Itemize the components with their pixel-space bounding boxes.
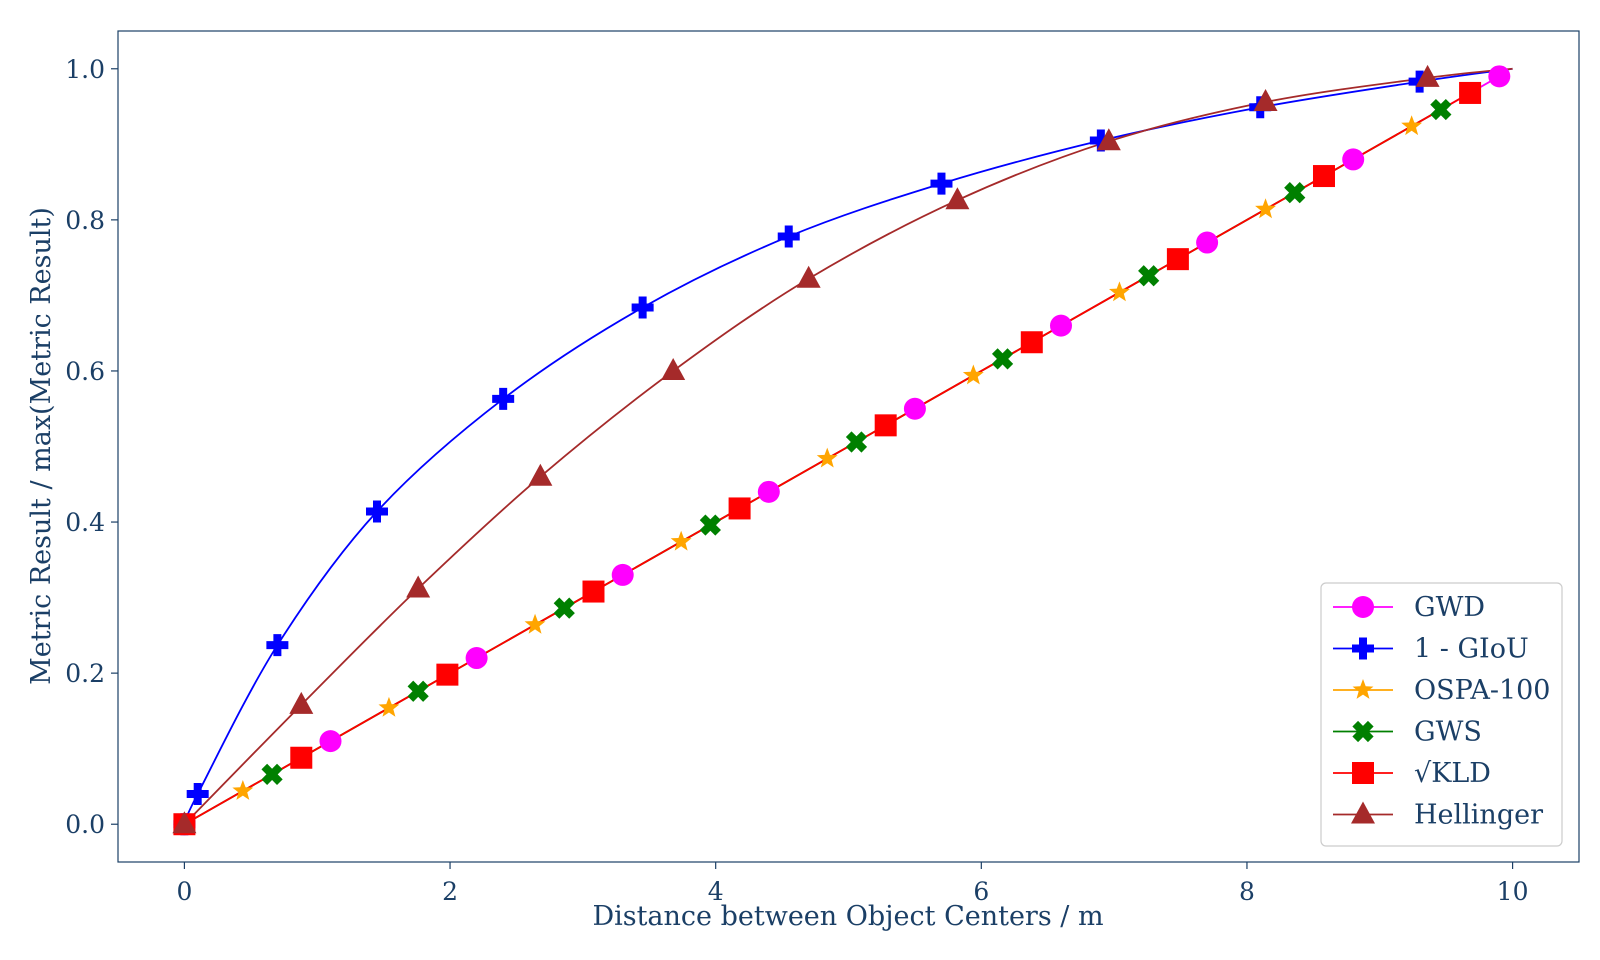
x-tick-label: 2 (442, 877, 458, 906)
data-point (406, 575, 431, 598)
data-point (407, 680, 429, 702)
series-line-5 (183, 67, 1513, 825)
legend-marker (1351, 801, 1375, 824)
y-axis-ticks: 0.0 0.2 0.4 0.6 0.8 1.0 (65, 55, 118, 839)
legend-entry: OSPA-100 (1333, 675, 1550, 706)
data-point (631, 296, 654, 319)
legend: GWD 1 - GIoU OSPA-100 GWS √KLD Hellinger (1320, 582, 1563, 847)
data-point (365, 500, 388, 523)
legend-marker (1352, 679, 1374, 699)
x-axis-ticks: 0 2 4 6 8 10 (176, 862, 1528, 906)
data-point (186, 783, 209, 806)
legend-entry: 1 - GIoU (1333, 634, 1529, 665)
series-markers-5 (172, 64, 1440, 834)
data-point (1108, 281, 1130, 302)
data-point (903, 397, 926, 420)
legend-marker (1352, 762, 1374, 784)
x-tick-label: 4 (708, 877, 724, 906)
legend-label: OSPA-100 (1414, 675, 1550, 706)
data-point (1255, 198, 1277, 219)
data-point (172, 811, 197, 834)
data-point (699, 514, 721, 536)
data-point (991, 348, 1014, 370)
y-axis-label: Metric Result / max(Metric Result) (26, 207, 57, 685)
x-tick-label: 10 (1497, 877, 1529, 906)
data-point (930, 172, 953, 195)
legend-label: Hellinger (1414, 800, 1543, 831)
data-point (582, 580, 605, 603)
data-point (528, 463, 553, 486)
data-point (1430, 98, 1452, 121)
data-point (845, 431, 868, 453)
data-point (945, 187, 970, 210)
data-point (1312, 165, 1335, 188)
data-point (1459, 81, 1482, 104)
data-point (289, 691, 314, 714)
data-point (874, 414, 897, 437)
data-point (757, 480, 780, 503)
data-point (1020, 331, 1043, 354)
data-point (378, 696, 400, 717)
legend-marker (1352, 596, 1374, 618)
data-point (319, 730, 342, 753)
legend-marker (1352, 637, 1374, 660)
data-point (553, 597, 575, 619)
y-tick-label: 0.2 (65, 659, 105, 688)
data-point (670, 530, 692, 551)
data-point (816, 447, 838, 468)
data-point (796, 265, 821, 288)
y-tick-label: 0.4 (65, 508, 105, 537)
data-point (1050, 314, 1073, 337)
data-point (962, 364, 984, 385)
data-point (1166, 248, 1189, 271)
y-tick-label: 0.8 (65, 206, 105, 235)
legend-entry: √KLD (1333, 758, 1491, 789)
data-point (465, 647, 488, 670)
data-point (1138, 265, 1160, 287)
data-point (524, 613, 546, 634)
y-tick-label: 1.0 (65, 55, 105, 84)
y-tick-label: 0.6 (65, 357, 105, 386)
data-point (1415, 64, 1440, 87)
legend-entry: GWS (1333, 717, 1482, 748)
legend-label: GWS (1414, 717, 1482, 748)
data-point (1096, 128, 1121, 151)
legend-entry: Hellinger (1333, 800, 1543, 831)
data-point (232, 779, 254, 800)
data-point (1253, 89, 1278, 112)
data-point (492, 387, 515, 410)
data-point (290, 746, 313, 769)
legend-marker (1352, 720, 1374, 743)
series-markers-4 (173, 81, 1482, 836)
data-point (1401, 115, 1423, 136)
data-point (1196, 231, 1219, 254)
x-tick-label: 6 (973, 877, 989, 906)
data-point (1342, 148, 1365, 171)
data-point (611, 563, 634, 586)
data-point (266, 634, 289, 657)
series-markers (172, 64, 1511, 836)
x-axis-label: Distance between Object Centers / m (592, 901, 1103, 932)
data-point (777, 225, 800, 248)
data-point (1488, 65, 1511, 88)
data-point (261, 763, 283, 785)
data-point (1089, 129, 1112, 152)
data-point (661, 357, 686, 380)
legend-label: 1 - GIoU (1414, 634, 1529, 665)
data-point (1284, 182, 1306, 204)
data-point (436, 663, 459, 686)
y-tick-label: 0.0 (65, 810, 105, 839)
data-point (728, 497, 751, 520)
x-tick-label: 8 (1239, 877, 1255, 906)
legend-entry: GWD (1333, 592, 1485, 623)
series-line-4 (183, 92, 1471, 826)
x-tick-label: 0 (176, 877, 192, 906)
legend-label: GWD (1414, 592, 1485, 623)
legend-label: √KLD (1414, 758, 1491, 789)
